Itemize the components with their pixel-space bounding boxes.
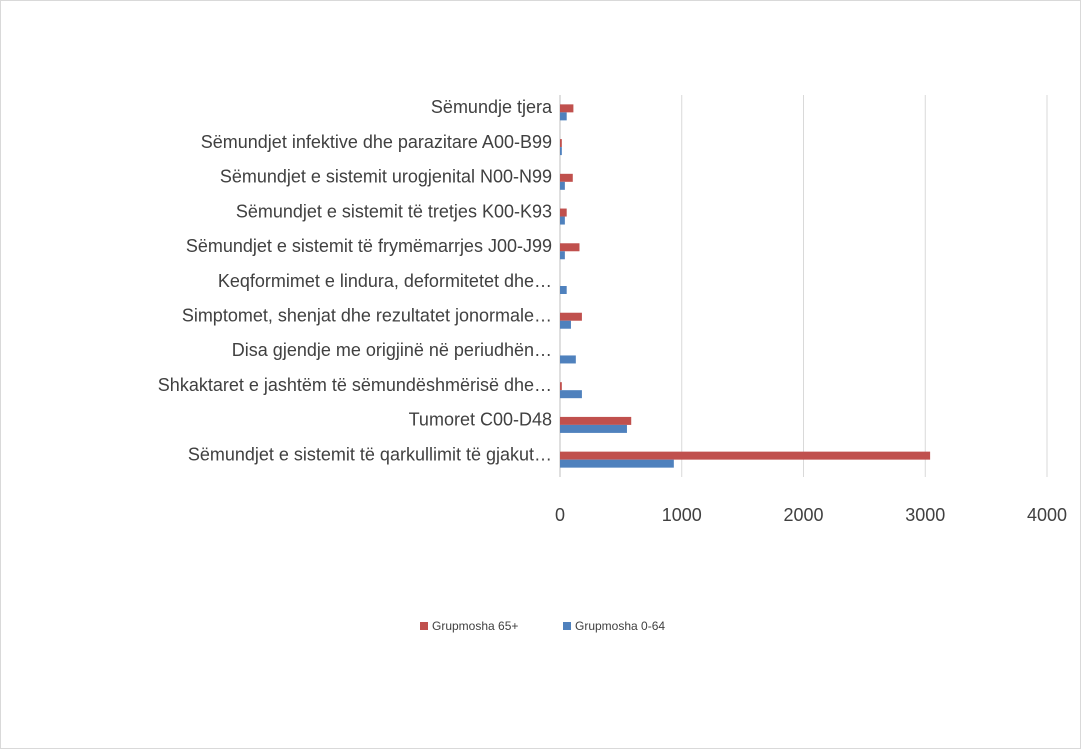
bar <box>560 286 567 294</box>
bar <box>560 139 562 148</box>
bar <box>560 390 582 399</box>
bar <box>560 382 562 391</box>
y-tick-label: Disa gjendje me origjinë në periudhën… <box>232 340 552 360</box>
bar <box>560 459 674 468</box>
y-tick-label: Keqformimet e lindura, deformitetet dhe… <box>218 271 552 291</box>
bar <box>560 320 571 329</box>
bar <box>560 251 565 260</box>
legend-label: Grupmosha 65+ <box>432 619 518 633</box>
y-tick-label: Sëmundjet e sistemit të qarkullimit të g… <box>188 444 552 464</box>
y-tick-label: Sëmundjet e sistemit të tretjes K00-K93 <box>236 201 552 221</box>
y-tick-label: Simptomet, shenjat dhe rezultatet jonorm… <box>182 305 552 325</box>
bar <box>560 451 931 460</box>
bar <box>560 112 567 121</box>
bar <box>560 243 580 252</box>
y-tick-label: Sëmundjet e sistemit urogjenital N00-N99 <box>220 167 552 187</box>
y-tick-label: Shkaktaret e jashtëm të sëmundëshmërisë … <box>158 375 552 395</box>
bar <box>560 104 574 113</box>
y-tick-label: Sëmundje tjera <box>431 97 553 117</box>
bar <box>560 416 632 425</box>
bar <box>560 312 582 321</box>
y-tick-label: Tumoret C00-D48 <box>409 410 552 430</box>
bar <box>560 216 565 225</box>
legend-label: Grupmosha 0-64 <box>575 619 665 633</box>
bar <box>560 355 576 364</box>
bar <box>560 424 627 433</box>
y-tick-label: Sëmundjet infektive dhe parazitare A00-B… <box>201 132 552 152</box>
x-tick-label: 3000 <box>905 505 945 525</box>
bar <box>560 208 567 217</box>
x-tick-label: 1000 <box>662 505 702 525</box>
bar <box>560 147 562 156</box>
x-tick-label: 0 <box>555 505 565 525</box>
legend-swatch <box>563 622 571 630</box>
legend-swatch <box>420 622 428 630</box>
x-tick-label: 2000 <box>783 505 823 525</box>
y-tick-label: Sëmundjet e sistemit të frymëmarrjes J00… <box>186 236 552 256</box>
x-tick-label: 4000 <box>1027 505 1067 525</box>
bar <box>560 173 573 182</box>
bar <box>560 181 565 190</box>
